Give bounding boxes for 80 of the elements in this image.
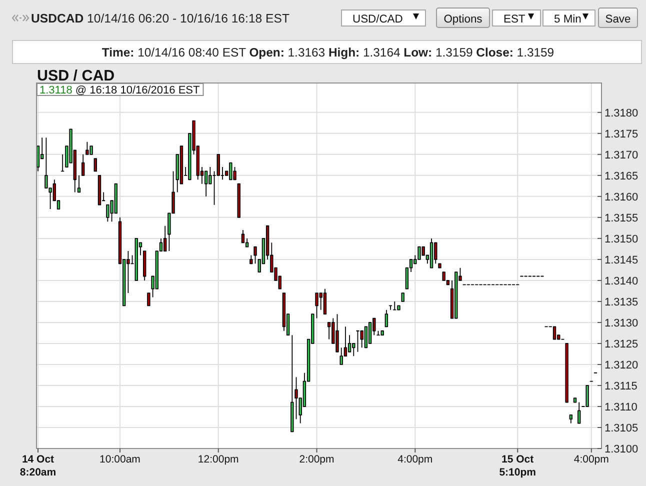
candlestick — [229, 162, 232, 180]
candlestick — [384, 309, 388, 328]
text: Time: 10/14/16 08:40 EST Open: 1.3163 High: 1.3164 Low: 1.3159 Close: 1.3159 — [102, 45, 554, 60]
y-tick-label: 1.3160 — [604, 191, 638, 204]
candlestick — [98, 174, 102, 206]
x-tick-label: 4:00pm — [398, 454, 433, 466]
chart-title: USD / CAD — [37, 68, 115, 84]
candlestick — [401, 292, 404, 302]
x-tick-label: 15 Oct 5:10pm — [499, 454, 536, 478]
candlestick — [323, 288, 327, 315]
candlestick — [565, 343, 568, 403]
candlestick — [434, 242, 438, 264]
candlestick — [147, 292, 150, 306]
candlestick — [294, 376, 298, 420]
candlestick — [393, 301, 396, 310]
y-tick-label: 1.3155 — [604, 212, 638, 224]
candlestick — [430, 238, 434, 268]
y-tick-label: 1.3120 — [604, 359, 638, 372]
x-tick-label: 12:00pm — [198, 454, 240, 466]
text: EST — [504, 13, 526, 26]
candlestick — [250, 254, 253, 264]
candlestick — [282, 292, 286, 332]
candlestick — [442, 272, 446, 281]
candlestick — [336, 314, 339, 352]
y-tick-label: 1.3165 — [604, 170, 638, 182]
candlestick — [368, 322, 372, 344]
candlestick — [315, 292, 318, 319]
text: USD/CAD — [352, 13, 403, 26]
annotation: 1.3118 @ 16:18 10/16/2016 EST — [40, 84, 200, 96]
y-tick-label: 1.3180 — [604, 107, 638, 120]
y-tick-label: 1.3110 — [604, 401, 638, 414]
x-tick-label: 2:00pm — [299, 454, 335, 466]
candlestick — [90, 146, 93, 155]
candlestick — [237, 183, 240, 218]
candlestick — [360, 330, 364, 348]
candlestick — [438, 263, 442, 268]
candlestick — [233, 166, 236, 180]
y-tick-label: 1.3115 — [604, 380, 638, 392]
candlestick — [454, 272, 458, 319]
candlestick — [77, 174, 81, 193]
candlestick — [290, 334, 294, 432]
candlestick — [81, 154, 85, 176]
candlestick — [241, 230, 245, 244]
y-tick-label: 1.3175 — [604, 128, 638, 140]
candlestick — [364, 326, 368, 348]
y-tick-label: 1.3145 — [604, 254, 638, 266]
candlestick — [356, 330, 360, 352]
y-tick-label: 1.3125 — [604, 338, 638, 350]
candlestick — [142, 250, 146, 281]
candlestick — [397, 305, 400, 310]
y-tick-label: 1.3105 — [604, 422, 638, 434]
candlestick — [163, 225, 167, 252]
y-tick-label: 1.3170 — [604, 149, 638, 162]
candlestick — [573, 398, 577, 403]
y-tick-label: 1.3135 — [604, 296, 638, 308]
candlestick — [552, 326, 556, 340]
text: Options — [444, 13, 483, 26]
y-tick-label: 1.3140 — [604, 275, 638, 288]
candlestick — [569, 414, 573, 424]
candlestick — [586, 385, 589, 407]
x-tick-label: 4:00pm — [574, 454, 610, 466]
candlestick — [204, 170, 208, 197]
candlestick — [578, 402, 581, 424]
candlestick — [134, 238, 138, 281]
candlestick — [380, 330, 384, 336]
text: Save — [605, 13, 631, 26]
chart-subtitle: USDCAD 10/14/16 06:20 - 10/16/16 16:18 EST — [31, 12, 290, 26]
candlestick — [94, 158, 97, 172]
x-tick-label: 14 Oct 8:20am — [20, 454, 56, 478]
candlestick — [254, 246, 257, 264]
candlestick — [418, 246, 421, 260]
candlestick — [327, 322, 331, 340]
text: 5 Min — [554, 13, 582, 26]
y-tick-label: 1.3100 — [604, 443, 638, 456]
y-tick-label: 1.3130 — [604, 317, 638, 330]
x-tick-label: 10:00am — [100, 454, 141, 466]
candlestick — [60, 154, 64, 172]
candlestick — [106, 204, 110, 222]
y-tick-label: 1.3150 — [604, 233, 638, 246]
candlestick — [86, 141, 89, 155]
